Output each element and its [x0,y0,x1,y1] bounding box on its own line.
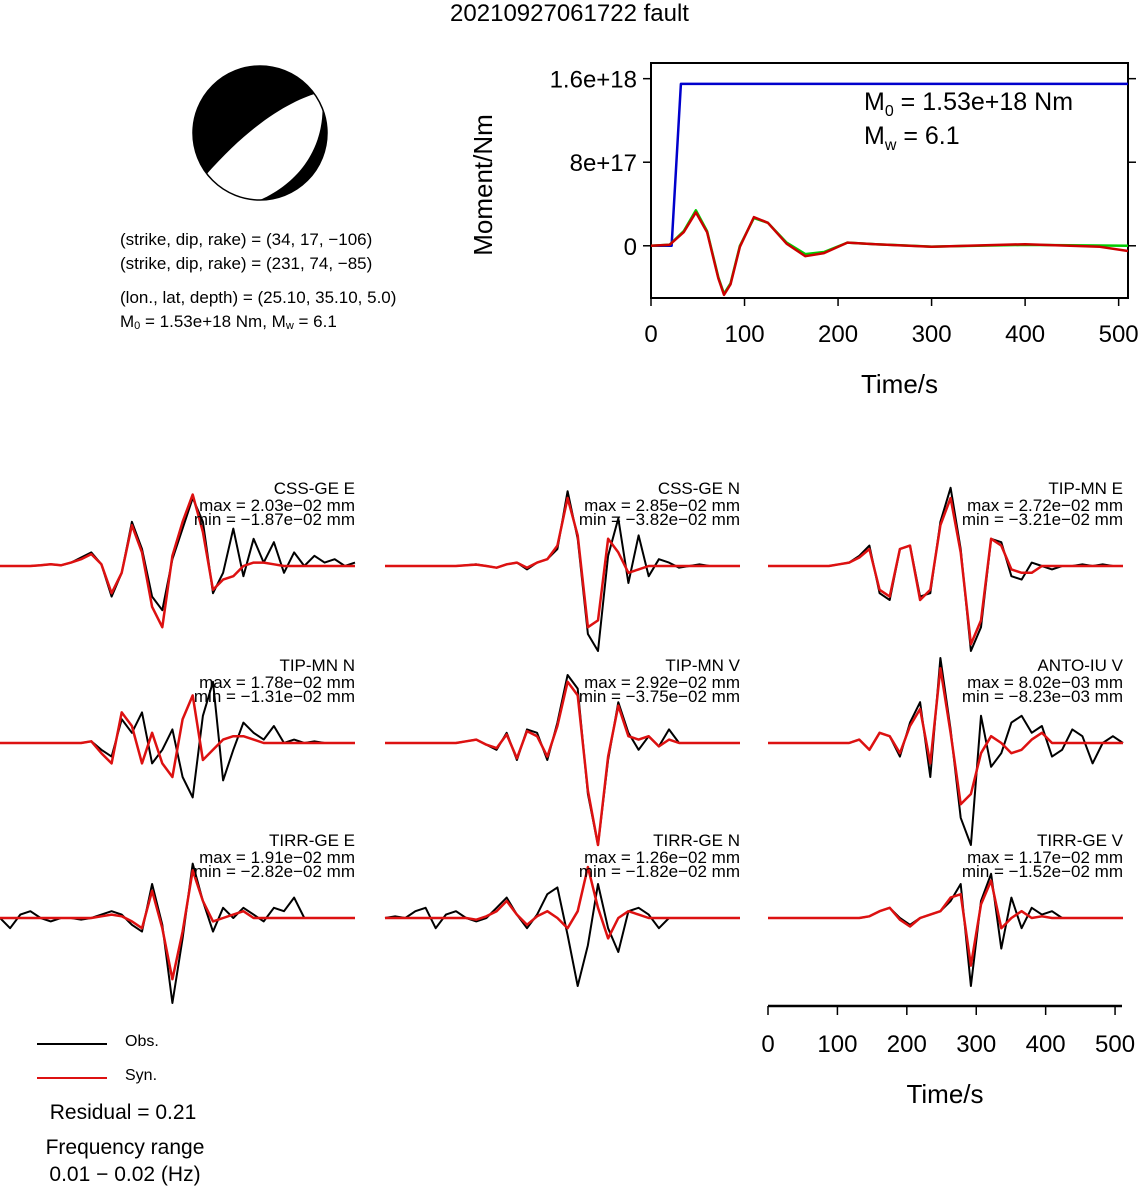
moment-annotation-mw: Mw = 6.1 [864,122,960,154]
synthetic-trace [0,869,355,981]
moment-y-tick-label: 8e+17 [570,150,637,177]
station-min: min = −1.87e−02 mm [194,510,355,529]
moment-x-tick-label: 200 [818,321,858,348]
moment-annotation-m0: M0 = 1.53e+18 Nm [864,88,1073,120]
synthetic-trace [768,496,1123,646]
station-max: max = 2.72e−02 mm [967,496,1123,515]
station-min: min = −3.82e−02 mm [579,510,740,529]
moment-y-axis-label: Moment/Nm [468,114,498,256]
moment-y-tick-label: 0 [624,234,637,261]
observed-trace [384,883,740,987]
station-label: TIP-MN E [1048,479,1123,498]
waveform-x-axis-label: Time/s [906,1079,983,1109]
station-label: TIRR-GE N [653,831,740,850]
moment-x-tick-label: 0 [644,321,657,348]
synthetic-trace [768,879,1123,967]
station-min: min = −3.75e−02 mm [579,687,740,706]
residual-text: Residual = 0.21 [49,1101,197,1124]
synthetic-trace [385,680,740,847]
station-min: min = −8.23e−03 mm [962,687,1123,706]
station-min: min = −1.82e−02 mm [579,862,740,881]
station-label: CSS-GE E [274,479,355,498]
moment-x-tick-label: 500 [1099,321,1139,348]
station-max: max = 1.17e−02 mm [967,848,1123,867]
waveform-x-tick-label: 500 [1095,1031,1135,1058]
beachball-icon [192,65,328,201]
legend-obs-label: Obs. [125,1033,159,1050]
station-label: TIRR-GE V [1037,831,1124,850]
station-max: max = 8.02e−03 mm [967,673,1123,692]
station-max: max = 1.91e−02 mm [199,848,355,867]
observed-trace [768,872,1123,987]
synthetic-trace [768,666,1123,806]
waveform-x-tick-label: 400 [1026,1031,1066,1058]
legend-syn-label: Syn. [125,1067,158,1084]
synthetic-trace [0,694,355,779]
station-max: max = 2.85e−02 mm [584,496,740,515]
station-min: min = −1.31e−02 mm [194,687,355,706]
synthetic-trace [385,496,740,629]
moment-series-2 [650,211,1129,297]
legend-syn-line [37,1077,107,1079]
station-label: ANTO-IU V [1037,656,1123,675]
station-max: max = 2.92e−02 mm [584,673,740,692]
nodal-plane-1: (strike, dip, rake) = (34, 17, −106) [120,230,373,249]
moment-x-tick-label: 100 [725,321,765,348]
station-max: max = 1.78e−02 mm [199,673,355,692]
station-max: max = 1.26e−02 mm [584,848,740,867]
waveform-x-tick-label: 0 [761,1031,774,1058]
moment-plot-frame [650,62,1129,299]
moment-x-axis-label: Time/s [861,369,938,399]
waveform-x-tick-label: 300 [956,1031,996,1058]
frequency-range: 0.01 − 0.02 (Hz) [49,1163,201,1186]
station-label: CSS-GE N [658,479,740,498]
moment-series-1 [650,209,1129,296]
synthetic-trace [0,493,355,629]
frequency-title: Frequency range [45,1136,205,1159]
nodal-plane-2: (strike, dip, rake) = (231, 74, −85) [120,254,373,273]
legend-obs-line [37,1043,107,1045]
station-label: TIRR-GE E [269,831,355,850]
waveform-x-tick-label: 200 [887,1031,927,1058]
station-max: max = 2.03e−02 mm [199,496,355,515]
station-min: min = −3.21e−02 mm [962,510,1123,529]
station-label: TIP-MN V [665,656,740,675]
waveform-x-tick-label: 100 [817,1031,857,1058]
moment-x-tick-label: 300 [912,321,952,348]
event-location: (lon., lat, depth) = (25.10, 35.10, 5.0) [120,288,397,307]
moment-x-tick-label: 400 [1005,321,1045,348]
station-min: min = −1.52e−02 mm [962,862,1123,881]
station-min: min = −2.82e−02 mm [194,862,355,881]
chart-title: 20210927061722 fault [450,0,689,27]
moment-y-tick-label: 1.6e+18 [550,67,637,94]
station-label: TIP-MN N [279,656,355,675]
synthetic-trace [385,865,740,940]
observed-trace [0,862,355,1004]
event-magnitude: M0 = 1.53e+18 Nm, Mw = 6.1 [120,312,337,332]
